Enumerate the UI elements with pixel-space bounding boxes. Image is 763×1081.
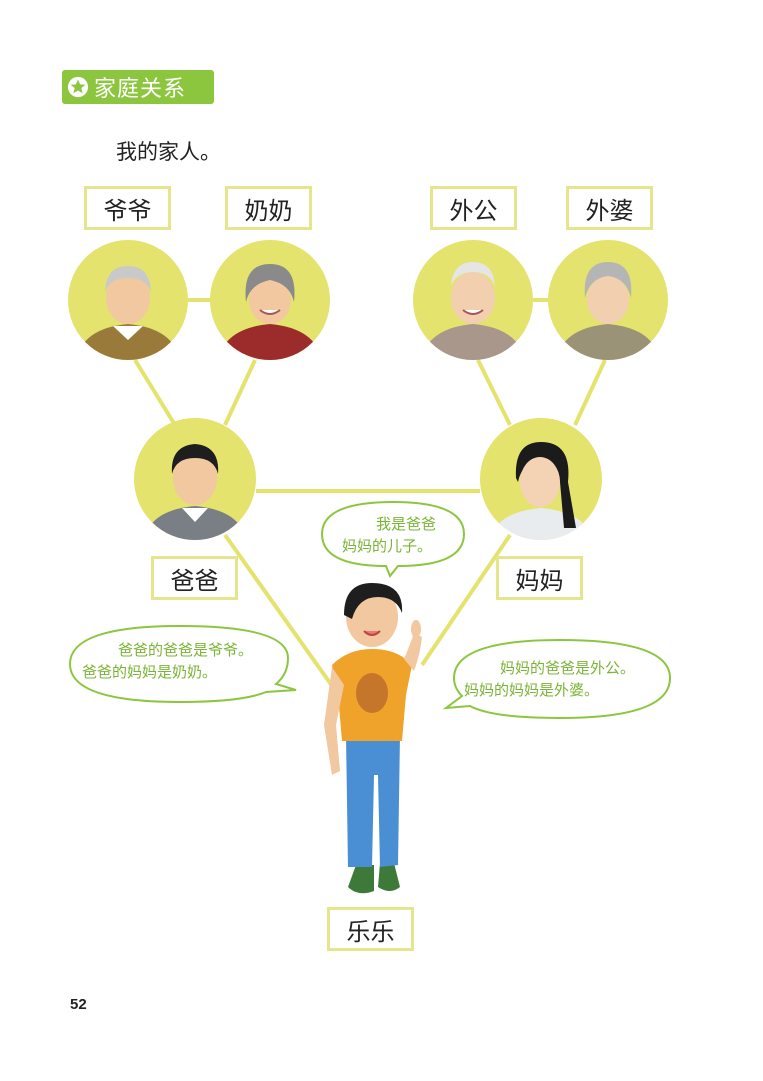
dad-speech-bubble: 爸爸的爸爸是爷爷。 爸爸的妈妈是奶奶。: [62, 620, 300, 708]
section-title: 家庭关系: [94, 77, 187, 102]
label-grandpa: 爷爷: [84, 186, 171, 230]
section-banner: 家庭关系: [62, 70, 214, 104]
subtitle: 我的家人。: [116, 140, 221, 164]
label-maternal-grandma: 外婆: [566, 186, 653, 230]
grandpa-portrait: [68, 240, 188, 360]
child-figure: [318, 575, 428, 905]
mom-portrait: [480, 418, 602, 540]
mom-speech-bubble: 妈妈的爸爸是外公。 妈妈的妈妈是外婆。: [440, 634, 676, 724]
dad-bubble-line1: 爸爸的爸爸是爷爷。: [118, 641, 254, 659]
dad-portrait: [134, 418, 256, 540]
dad-bubble-line2: 爸爸的妈妈是奶奶。: [82, 663, 218, 681]
mom-bubble-line2: 妈妈的妈妈是外婆。: [464, 681, 600, 699]
grandma-portrait: [210, 240, 330, 360]
child-bubble-line1: 我是爸爸: [376, 515, 437, 533]
star-icon: [62, 70, 94, 104]
child-bubble-line2: 妈妈的儿子。: [342, 537, 433, 555]
label-dad: 爸爸: [151, 556, 238, 600]
mom-bubble-line1: 妈妈的爸爸是外公。: [500, 659, 636, 677]
label-child: 乐乐: [327, 907, 414, 951]
maternal-grandma-portrait: [548, 240, 668, 360]
page-number: 52: [70, 996, 87, 1013]
label-grandma: 奶奶: [225, 186, 312, 230]
maternal-grandpa-portrait: [413, 240, 533, 360]
label-maternal-grandpa: 外公: [430, 186, 517, 230]
label-mom: 妈妈: [496, 556, 583, 600]
child-speech-bubble: 我是爸爸 妈妈的儿子。: [318, 498, 468, 578]
